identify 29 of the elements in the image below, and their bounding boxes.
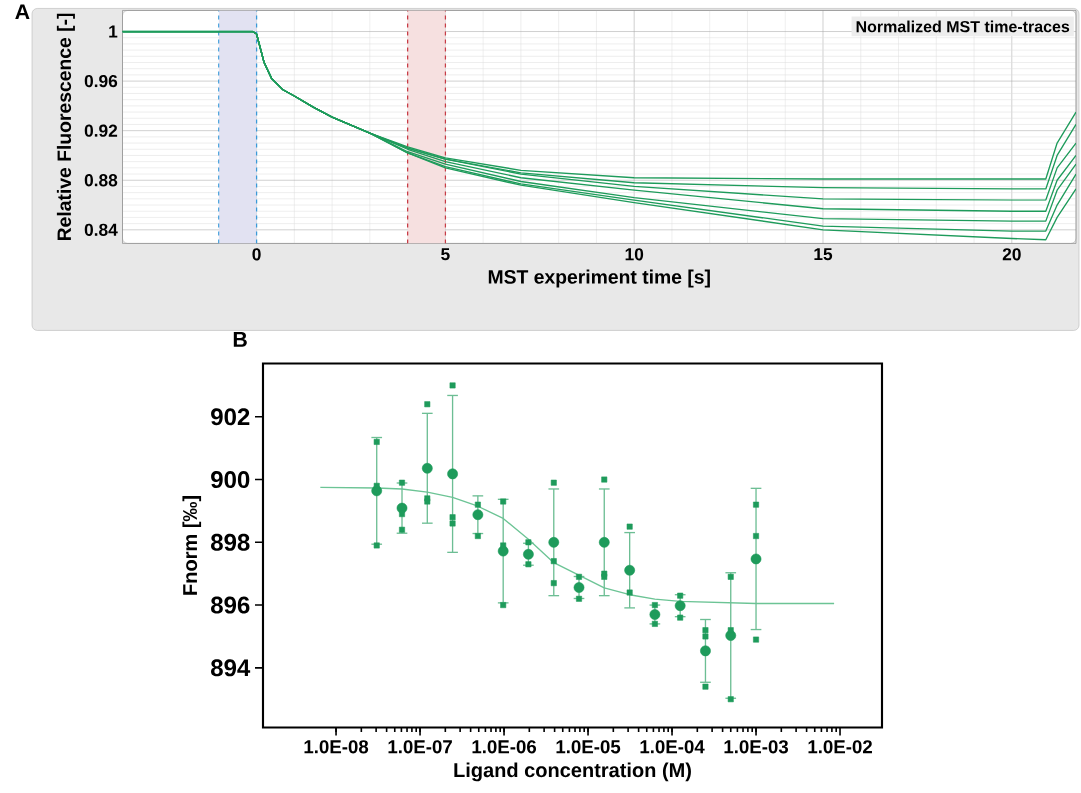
y-axis-title: Relative Fluorescence [-] xyxy=(56,13,75,240)
x-tick-label: 1.0E-06 xyxy=(472,739,537,754)
x-tick-label: 1.0E-04 xyxy=(640,739,705,754)
y-tick-label: 900 xyxy=(211,470,250,488)
x-tick-label: 15 xyxy=(814,247,833,261)
y-tick-label: 898 xyxy=(211,533,250,551)
x-tick-label: 1.0E-07 xyxy=(388,739,452,754)
x-tick-label: 1.0E-02 xyxy=(808,739,872,754)
y-tick-label: 894 xyxy=(211,659,251,677)
y-tick-label: 896 xyxy=(211,596,250,614)
y-tick-label: 0.96 xyxy=(84,74,118,88)
y-tick-label: 1 xyxy=(109,25,118,38)
x-tick-label: 1.0E-03 xyxy=(724,739,789,754)
x-axis-title: MST experiment time [s] xyxy=(488,269,710,288)
annotation: Normalized MST time-traces xyxy=(856,20,1070,33)
x-axis-title: Ligand concentration (M) xyxy=(454,762,691,782)
chart-title: B xyxy=(233,331,247,347)
y-axis-title: Fnorm [‰] xyxy=(182,495,202,595)
x-tick-label: 1.0E-08 xyxy=(304,739,369,754)
x-tick-label: 1.0E-05 xyxy=(556,739,621,754)
y-tick-label: 0.84 xyxy=(84,223,118,236)
y-tick-label: 902 xyxy=(211,408,250,426)
x-tick-label: 5 xyxy=(441,247,450,261)
x-tick-label: 20 xyxy=(1002,247,1021,261)
y-tick-label: 0.92 xyxy=(84,124,118,137)
y-tick-label: 0.88 xyxy=(84,173,118,187)
chart-title: A xyxy=(15,4,30,19)
x-tick-label: 0 xyxy=(252,247,261,261)
x-tick-label: 10 xyxy=(625,247,644,261)
